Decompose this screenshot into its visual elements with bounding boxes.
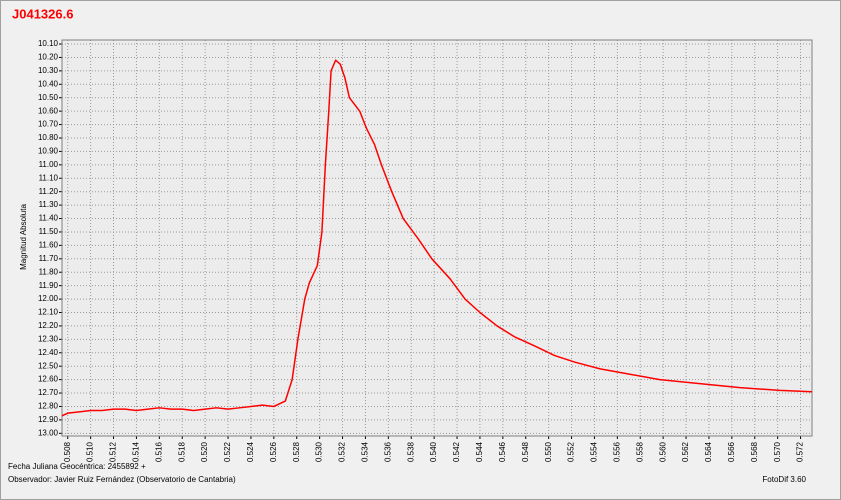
y-tick-label: 11.30: [39, 200, 59, 209]
y-tick-label: 10.80: [38, 133, 59, 142]
y-tick-label: 12.30: [38, 334, 59, 343]
x-tick-label: 0.548: [521, 441, 530, 462]
y-tick-label: 10.70: [38, 120, 59, 129]
x-tick-label: 0.544: [475, 441, 484, 462]
y-tick-label: 11.40: [39, 214, 59, 223]
y-tick-label: 10.50: [38, 93, 59, 102]
x-tick-label: 0.556: [612, 441, 621, 462]
y-tick-label: 11.60: [39, 240, 59, 249]
y-tick-label: 12.70: [38, 388, 59, 397]
x-tick-label: 0.514: [132, 441, 141, 462]
x-tick-label: 0.546: [498, 441, 507, 462]
y-tick-label: 12.00: [38, 294, 59, 303]
y-tick-label: 11.70: [39, 254, 59, 263]
y-tick-label: 12.20: [38, 321, 59, 330]
y-tick-label: 10.30: [38, 66, 59, 75]
x-tick-label: 0.570: [773, 441, 782, 462]
x-tick-label: 0.524: [246, 441, 255, 462]
y-tick-label: 12.40: [38, 348, 59, 357]
y-tick-label: 12.90: [38, 415, 59, 424]
y-tick-label: 10.40: [38, 79, 59, 88]
chart-title: J041326.6: [12, 6, 73, 21]
y-tick-label: 11.20: [39, 187, 59, 196]
x-tick-label: 0.508: [63, 441, 72, 462]
x-tick-label: 0.536: [383, 441, 392, 462]
y-tick-label: 10.60: [38, 106, 59, 115]
x-tick-label: 0.518: [177, 441, 186, 462]
y-axis-label: Magnitud Absoluta: [19, 204, 28, 270]
y-tick-label: 12.50: [38, 361, 59, 370]
x-tick-label: 0.572: [796, 441, 805, 462]
x-tick-label: 0.550: [544, 441, 553, 462]
y-tick-label: 12.60: [38, 375, 59, 384]
x-tick-label: 0.554: [590, 441, 599, 462]
x-tick-label: 0.516: [154, 441, 163, 462]
x-tick-label: 0.540: [429, 441, 438, 462]
y-tick-label: 11.50: [39, 227, 59, 236]
y-tick-label: 13.00: [38, 428, 59, 437]
x-tick-label: 0.528: [292, 441, 301, 462]
y-tick-label: 11.00: [39, 160, 59, 169]
y-tick-label: 10.20: [38, 53, 59, 62]
light-curve: [61, 59, 813, 417]
x-tick-label: 0.560: [658, 441, 667, 462]
x-tick-label: 0.530: [315, 441, 324, 462]
y-tick-label: 12.10: [38, 308, 59, 317]
x-tick-label: 0.520: [200, 441, 209, 462]
x-tick-label: 0.534: [361, 441, 370, 462]
y-tick-label: 11.10: [39, 173, 59, 182]
x-tick-label: 0.558: [635, 441, 644, 462]
y-tick-label: 10.10: [38, 39, 59, 48]
footer-observer: Observador: Javier Ruiz Fernández (Obser…: [8, 475, 236, 484]
plot-border: [61, 39, 813, 437]
x-tick-label: 0.522: [223, 441, 232, 462]
footer-software: FotoDif 3.60: [762, 475, 806, 484]
x-tick-label: 0.532: [338, 441, 347, 462]
x-tick-label: 0.510: [86, 441, 95, 462]
x-tick-label: 0.568: [750, 441, 759, 462]
y-tick-label: 12.80: [38, 402, 59, 411]
x-tick-label: 0.552: [567, 441, 576, 462]
plot-area: [62, 40, 812, 436]
x-tick-label: 0.526: [269, 441, 278, 462]
y-tick-label: 11.90: [39, 281, 59, 290]
x-tick-label: 0.562: [681, 441, 690, 462]
x-tick-label: 0.564: [704, 441, 713, 462]
x-tick-label: 0.566: [727, 441, 736, 462]
x-tick-label: 0.542: [452, 441, 461, 462]
x-tick-label: 0.538: [406, 441, 415, 462]
x-tick-label: 0.512: [109, 441, 118, 462]
y-tick-label: 11.80: [39, 267, 59, 276]
y-tick-label: 10.90: [38, 147, 59, 156]
footer-date: Fecha Juliana Geocéntrica: 2455892 +: [8, 462, 146, 471]
